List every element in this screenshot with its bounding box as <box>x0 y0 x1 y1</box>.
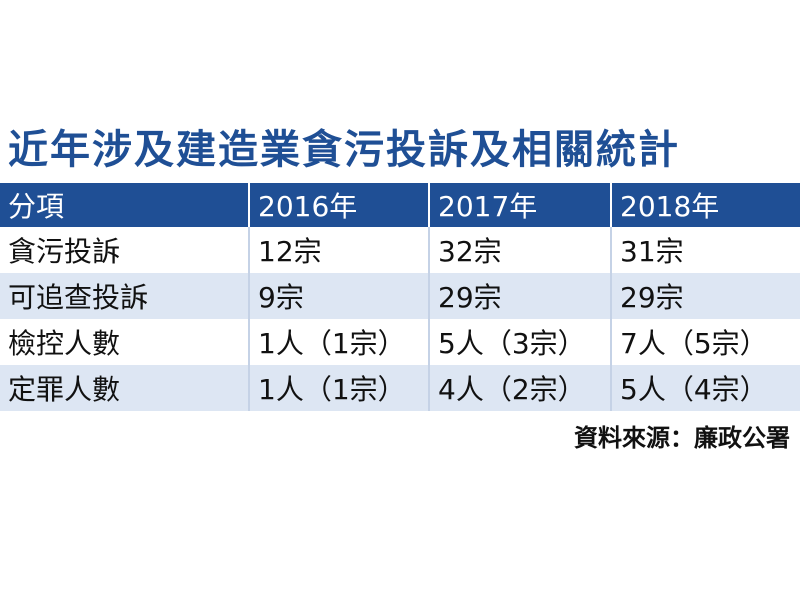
page-title: 近年涉及建造業貪污投訴及相關統計 <box>8 127 680 173</box>
header-cell-2017: 2017年 <box>430 183 612 227</box>
table-cell: 5人（4宗） <box>620 373 768 406</box>
row-label: 檢控人數 <box>0 319 250 365</box>
header-cell-item: 分項 <box>0 183 250 227</box>
table-cell: 1人（1宗） <box>250 319 430 365</box>
table-cell: 29宗 <box>430 273 612 319</box>
source-note: 資料來源：廉政公署 <box>574 424 790 452</box>
table-cell: 4人（2宗） <box>430 365 612 411</box>
table-row: 貪污投訴 12宗 32宗 31宗 <box>0 227 800 273</box>
table-cell: 29宗 <box>620 281 684 314</box>
table-row: 可追查投訴 9宗 29宗 29宗 <box>0 273 800 319</box>
table-cell: 32宗 <box>430 227 612 273</box>
table-cell: 9宗 <box>250 273 430 319</box>
row-label: 定罪人數 <box>0 365 250 411</box>
header-cell-2016: 2016年 <box>250 183 430 227</box>
table-cell: 12宗 <box>250 227 430 273</box>
row-label: 可追查投訴 <box>0 273 250 319</box>
statistics-table: 分項 2016年 2017年 2018年 貪污投訴 12宗 32宗 31宗 可追… <box>0 183 800 411</box>
table-row: 檢控人數 1人（1宗） 5人（3宗） 7人（5宗） <box>0 319 800 365</box>
table-cell: 31宗 <box>620 235 684 268</box>
table-cell: 7人（5宗） <box>620 327 768 360</box>
table-header-row: 分項 2016年 2017年 2018年 <box>0 183 800 227</box>
header-cell-2018: 2018年 <box>620 190 720 223</box>
table-row: 定罪人數 1人（1宗） 4人（2宗） 5人（4宗） <box>0 365 800 411</box>
table-cell: 1人（1宗） <box>250 365 430 411</box>
table-cell: 5人（3宗） <box>430 319 612 365</box>
row-label: 貪污投訴 <box>0 227 250 273</box>
